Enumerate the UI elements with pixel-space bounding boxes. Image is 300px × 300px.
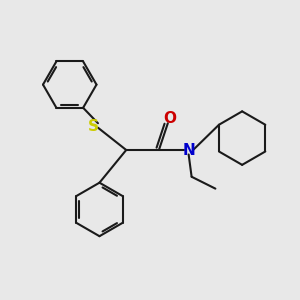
- Text: S: S: [88, 119, 99, 134]
- Text: N: N: [182, 142, 195, 158]
- Text: O: O: [163, 111, 176, 126]
